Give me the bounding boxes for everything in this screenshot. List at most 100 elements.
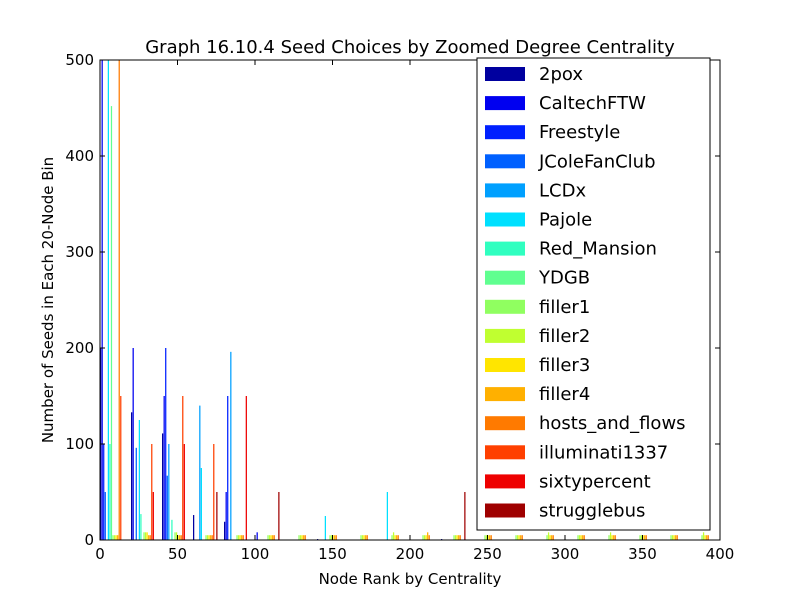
- bar-CaltechFTW-20: [132, 348, 134, 540]
- bar-filler3-20: [146, 532, 148, 540]
- bar-2pox-20: [131, 412, 133, 540]
- bar-filler4-0: [117, 535, 119, 540]
- bar-hosts_and_flows-340: [645, 535, 647, 540]
- bar-hosts_and_flows-80: [242, 535, 244, 540]
- bar-sixtypercent-20: [152, 492, 154, 540]
- bar-2pox-80: [224, 521, 226, 540]
- bar-hosts_and_flows-200: [428, 535, 430, 540]
- bar-filler3-80: [239, 535, 241, 540]
- bar-filler3-140: [332, 535, 334, 540]
- legend-swatch-filler3: [485, 358, 525, 372]
- bar-Pajole-20: [138, 420, 140, 540]
- y-tick-label: 500: [65, 51, 94, 69]
- bar-filler4-360: [675, 535, 677, 540]
- bar-hosts_and_flows-320: [614, 535, 616, 540]
- bar-filler1-260: [515, 535, 517, 540]
- bar-filler2-160: [361, 535, 364, 540]
- bar-filler1-220: [453, 535, 455, 540]
- bar-filler2-120: [299, 535, 302, 540]
- bar-hosts_and_flows-240: [490, 535, 492, 540]
- bar-strugglebus-100: [278, 492, 280, 540]
- bar-filler2-220: [454, 535, 457, 540]
- bar-filler4-180: [396, 535, 398, 540]
- bar-filler2-200: [423, 535, 426, 540]
- x-tick-label: 150: [318, 545, 347, 563]
- bar-hosts_and_flows-60: [211, 535, 213, 540]
- bar-filler1-60: [205, 535, 207, 540]
- legend-label-LCDx: LCDx: [539, 180, 586, 201]
- bar-filler1-120: [298, 535, 300, 540]
- bar-filler4-380: [706, 535, 708, 540]
- bar-filler2-300: [578, 535, 581, 540]
- bar-filler3-260: [518, 535, 520, 540]
- bar-filler4-220: [458, 535, 460, 540]
- bar-filler3-240: [487, 535, 489, 540]
- legend-swatch-Pajole: [485, 212, 525, 227]
- legend-label-filler3: filler3: [539, 355, 590, 376]
- legend-label-filler1: filler1: [539, 297, 590, 318]
- bar-filler1-100: [267, 535, 269, 540]
- bar-CaltechFTW-0: [101, 60, 103, 540]
- bar-Red_Mansion-0: [109, 444, 111, 540]
- ticks-layer: 0 50 100 150 200 250 300 350 400 0 100 200 300 400 500: [65, 51, 734, 563]
- legend-swatch-filler1: [485, 299, 525, 314]
- bar-sixtypercent-40: [183, 444, 185, 540]
- bar-filler4-280: [551, 535, 553, 540]
- x-tick-label: 400: [706, 545, 735, 563]
- bar-Pajole-60: [200, 468, 202, 540]
- bar-filler3-360: [673, 535, 675, 540]
- bar-JColeFanClub-20: [135, 447, 137, 540]
- bar-filler1-180: [391, 535, 393, 540]
- bar-hosts_and_flows-280: [552, 535, 554, 540]
- bar-filler4-40: [179, 535, 181, 540]
- x-tick-label: 200: [396, 545, 425, 563]
- bar-filler4-200: [427, 532, 429, 540]
- legend-swatch-filler2: [485, 328, 525, 343]
- legend-label-strugglebus: strugglebus: [539, 501, 645, 522]
- x-axis-label: Node Rank by Centrality: [319, 570, 502, 588]
- x-tick-label: 350: [628, 545, 657, 563]
- bar-2pox-40: [162, 433, 164, 540]
- legend-label-Red_Mansion: Red_Mansion: [539, 239, 657, 260]
- x-tick-label: 100: [241, 545, 270, 563]
- x-tick-label: 0: [95, 545, 105, 563]
- legend-swatch-filler4: [485, 387, 525, 402]
- bar-filler2-260: [516, 535, 519, 540]
- bar-filler1-80: [236, 535, 238, 540]
- bar-CaltechFTW-80: [225, 492, 227, 540]
- legend-label-sixtypercent: sixtypercent: [539, 471, 651, 492]
- legend-swatch-Red_Mansion: [485, 241, 525, 256]
- bar-filler3-220: [456, 535, 458, 540]
- bar-filler4-60: [210, 535, 212, 540]
- x-tick-label: 50: [168, 545, 187, 563]
- bar-filler1-140: [329, 535, 331, 540]
- bar-filler2-360: [671, 535, 674, 540]
- bar-filler4-240: [489, 535, 491, 540]
- bar-YDGB-0: [110, 106, 113, 540]
- bar-filler4-160: [365, 535, 367, 540]
- bar-hosts_and_flows-220: [459, 535, 461, 540]
- bar-hosts_and_flows-20: [149, 535, 151, 540]
- bar-Freestyle-80: [227, 396, 229, 540]
- bar-Freestyle-40: [165, 348, 167, 540]
- bar-Pajole-140: [324, 516, 326, 540]
- bar-filler4-80: [241, 535, 243, 540]
- y-tick-label: 100: [65, 435, 94, 453]
- bars-layer: [100, 60, 709, 540]
- y-tick-label: 300: [65, 243, 94, 261]
- bar-filler4-20: [148, 535, 150, 540]
- bar-filler1-240: [484, 535, 486, 540]
- bar-filler1-200: [422, 535, 424, 540]
- bar-CaltechFTW-100: [256, 532, 258, 540]
- legend-label-illuminati1337: illuminati1337: [539, 442, 668, 463]
- legend-swatch-hosts_and_flows: [485, 416, 525, 431]
- bar-sixtypercent-80: [245, 396, 247, 540]
- bar-filler1-380: [701, 535, 703, 540]
- bar-filler1-160: [360, 535, 362, 540]
- bar-illuminati1337-0: [120, 396, 122, 540]
- bar-filler1-360: [670, 535, 672, 540]
- bar-hosts_and_flows-40: [180, 535, 182, 540]
- x-tick-label: 300: [551, 545, 580, 563]
- bar-LCDx-80: [230, 351, 232, 540]
